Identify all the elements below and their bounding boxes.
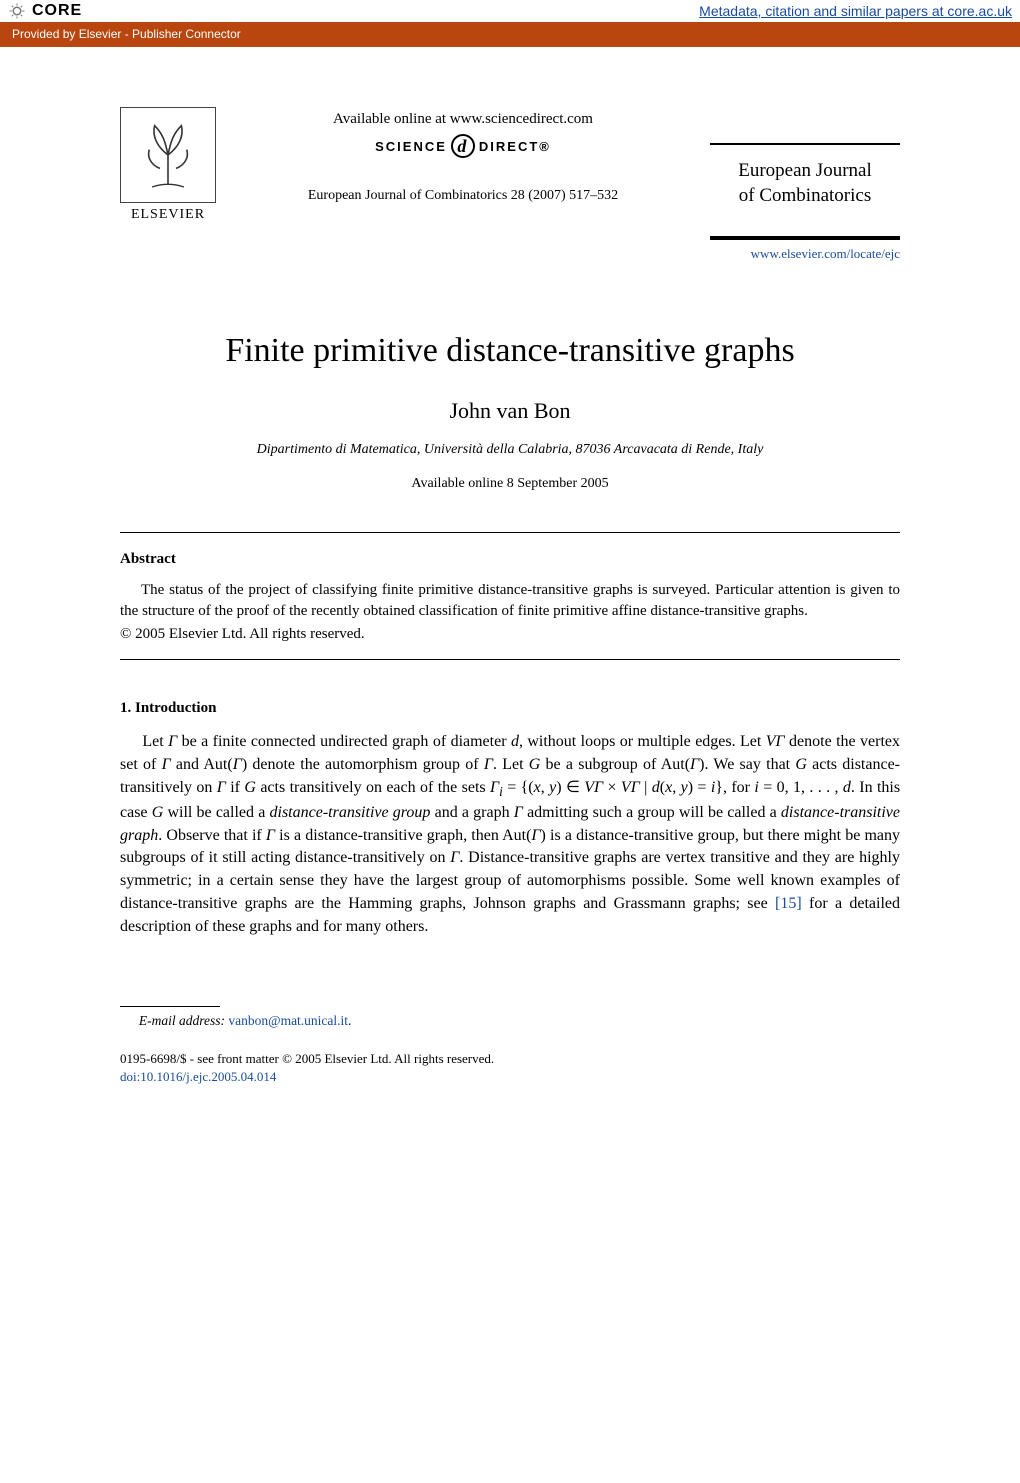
journal-name: European Journal of Combinatorics <box>710 143 900 240</box>
core-logo-icon <box>8 2 26 20</box>
core-header: CORE Metadata, citation and similar pape… <box>0 0 1020 23</box>
intro-paragraph: Let Γ be a finite connected undirected g… <box>120 731 900 938</box>
core-metadata-link[interactable]: Metadata, citation and similar papers at… <box>699 3 1012 19</box>
core-brand: CORE <box>8 2 82 20</box>
provided-by-bar: Provided by Elsevier - Publisher Connect… <box>0 23 1020 47</box>
rule-top <box>120 532 900 533</box>
copyright-line: © 2005 Elsevier Ltd. All rights reserved… <box>120 626 900 643</box>
journal-name-line2: of Combinatorics <box>739 185 871 206</box>
core-logo-text: CORE <box>32 2 82 20</box>
email-footnote: E-mail address: vanbon@mat.unical.it. <box>120 1013 900 1029</box>
paper-author: John van Bon <box>120 398 900 424</box>
doi: doi:10.1016/j.ejc.2005.04.014 <box>120 1069 900 1085</box>
footnote-rule <box>120 1006 220 1007</box>
rule-bottom <box>120 659 900 660</box>
sd-d-icon: d <box>451 134 475 158</box>
available-online-text: Available online at www.sciencedirect.co… <box>252 111 674 128</box>
front-matter: 0195-6698/$ - see front matter © 2005 El… <box>120 1051 900 1067</box>
sd-left: SCIENCE <box>375 139 447 154</box>
elsevier-tree-icon <box>120 107 216 203</box>
locate-link[interactable]: www.elsevier.com/locate/ejc <box>710 246 900 262</box>
available-online-date: Available online 8 September 2005 <box>120 476 900 492</box>
email-link[interactable]: vanbon@mat.unical.it <box>228 1013 348 1028</box>
ref-15-link[interactable]: [15] <box>775 895 802 912</box>
abstract-heading: Abstract <box>120 551 900 568</box>
paper-affiliation: Dipartimento di Matematica, Università d… <box>120 442 900 458</box>
paper-title: Finite primitive distance-transitive gra… <box>120 332 900 370</box>
paper-page: ELSEVIER Available online at www.science… <box>0 47 1020 1135</box>
sd-right: DIRECT® <box>479 139 551 154</box>
elsevier-text: ELSEVIER <box>120 207 216 223</box>
journal-name-block: European Journal of Combinatorics www.el… <box>710 107 900 262</box>
abstract-text: The status of the project of classifying… <box>120 580 900 622</box>
doi-link[interactable]: doi:10.1016/j.ejc.2005.04.014 <box>120 1069 276 1084</box>
masthead: ELSEVIER Available online at www.science… <box>120 107 900 262</box>
journal-reference: European Journal of Combinatorics 28 (20… <box>252 188 674 204</box>
sciencedirect-logo: SCIENCE d DIRECT® <box>375 134 551 158</box>
sciencedirect-block: Available online at www.sciencedirect.co… <box>252 107 674 204</box>
section-1-heading: 1. Introduction <box>120 700 900 717</box>
email-label: E-mail address: <box>139 1013 225 1028</box>
elsevier-logo: ELSEVIER <box>120 107 216 223</box>
journal-name-line1: European Journal <box>738 160 871 181</box>
